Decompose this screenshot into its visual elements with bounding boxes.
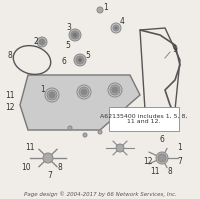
Circle shape [83,133,87,137]
Text: 8: 8 [8,51,12,60]
Text: 6: 6 [61,58,66,66]
Text: 1: 1 [177,143,181,152]
Text: 7: 7 [47,171,52,179]
Text: 4: 4 [119,18,124,26]
Text: 1: 1 [40,86,45,95]
Circle shape [109,85,119,95]
Text: 10: 10 [21,164,31,173]
Text: A62135400 includes 1, 5, 8,
11 and 12.: A62135400 includes 1, 5, 8, 11 and 12. [100,114,187,124]
Circle shape [107,83,121,97]
Circle shape [98,130,101,134]
Circle shape [111,87,117,93]
Text: 8: 8 [57,164,62,173]
Circle shape [157,154,165,162]
Circle shape [37,37,47,47]
Circle shape [114,26,117,29]
Circle shape [72,32,77,37]
Circle shape [43,153,53,163]
Circle shape [45,88,59,102]
Text: 11: 11 [25,143,35,152]
Circle shape [79,87,89,97]
Text: 11: 11 [5,91,15,100]
Text: 5: 5 [85,51,90,60]
Text: 9: 9 [172,46,177,55]
Circle shape [155,152,167,164]
Circle shape [112,25,118,31]
FancyBboxPatch shape [108,107,178,131]
Circle shape [49,92,55,98]
Circle shape [39,39,45,45]
Circle shape [110,23,120,33]
Circle shape [78,58,82,62]
Circle shape [97,7,102,13]
Text: Page design © 2004-2017 by 66 Network Services, Inc.: Page design © 2004-2017 by 66 Network Se… [24,191,175,197]
Text: 11: 11 [150,168,159,177]
Circle shape [47,90,57,100]
Circle shape [71,31,79,39]
Circle shape [115,144,123,152]
Text: 12: 12 [5,102,15,111]
Text: 7: 7 [177,157,182,167]
Circle shape [68,126,72,130]
Text: 5: 5 [65,41,70,50]
Text: 1: 1 [103,4,108,13]
Text: 8: 8 [167,168,172,177]
Polygon shape [20,75,139,130]
Circle shape [69,29,81,41]
Text: 6: 6 [159,136,164,144]
Text: 2: 2 [33,37,38,47]
Circle shape [81,89,87,95]
Text: 3: 3 [66,23,71,32]
Circle shape [74,54,86,66]
Text: 12: 12 [143,157,152,167]
Circle shape [76,56,84,64]
Circle shape [77,85,91,99]
